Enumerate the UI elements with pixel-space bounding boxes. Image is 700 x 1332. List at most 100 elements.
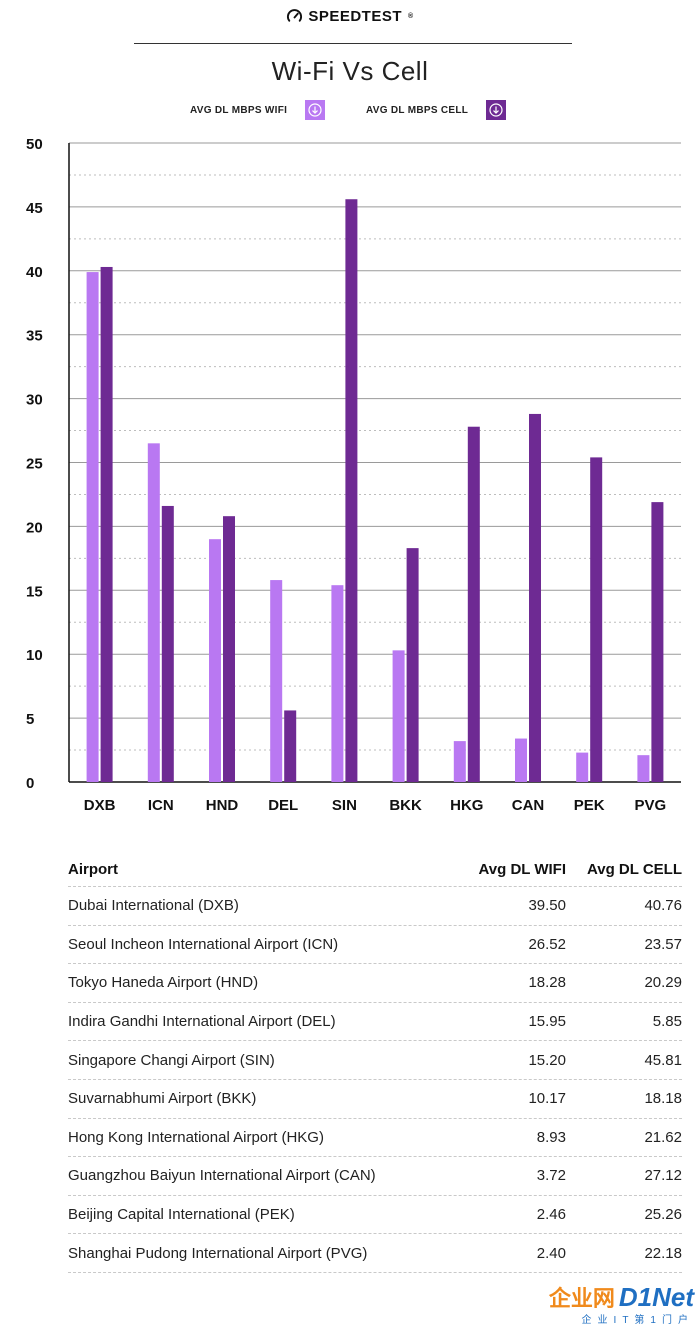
table-bottom-rule xyxy=(68,1271,682,1273)
bar-wifi xyxy=(637,755,650,782)
brand-name: SPEEDTEST xyxy=(308,8,402,25)
table-row: Suvarnabhumi Airport (BKK) 10.17 18.18 xyxy=(68,1078,682,1118)
x-tick-label: DXB xyxy=(84,797,116,814)
bar-wifi xyxy=(86,272,99,782)
table-row: Shanghai Pudong International Airport (P… xyxy=(68,1233,682,1272)
bar-cell xyxy=(161,505,174,782)
bar-wifi xyxy=(147,443,160,782)
airport-name: Suvarnabhumi Airport (BKK) xyxy=(68,1090,257,1108)
wifi-value: 26.52 xyxy=(528,935,566,953)
wifi-value: 2.46 xyxy=(536,1206,566,1224)
speedtest-logo: SPEEDTEST ® xyxy=(286,8,413,25)
table-row: Hong Kong International Airport (HKG) 8.9… xyxy=(68,1117,682,1157)
y-tick-label: 20 xyxy=(26,519,43,536)
bar-wifi xyxy=(331,585,344,782)
legend-label-wifi: AVG DL MBPS WIFI xyxy=(190,104,288,116)
cell-value: 18.18 xyxy=(644,1090,682,1108)
bar-cell xyxy=(467,426,480,782)
cell-value: 25.26 xyxy=(644,1206,682,1224)
x-tick-label: PVG xyxy=(635,797,667,814)
wifi-value: 8.93 xyxy=(536,1128,566,1146)
cell-value: 20.29 xyxy=(644,974,682,992)
watermark-d1net: D1Net xyxy=(618,1282,694,1312)
x-tick-label: BKK xyxy=(389,797,422,814)
wifi-value: 39.50 xyxy=(528,897,566,915)
watermark-subtitle: 企业IT第1门户 xyxy=(581,1315,694,1326)
wifi-value: 3.72 xyxy=(536,1167,566,1185)
table-row: Tokyo Haneda Airport (HND) 18.28 20.29 xyxy=(68,963,682,1002)
table-row: Singapore Changi Airport (SIN) 15.20 45.81 xyxy=(68,1040,682,1079)
y-tick-label: 30 xyxy=(26,392,43,409)
bar-cell xyxy=(100,266,113,782)
table-row: Guangzhou Baiyun International Airport (… xyxy=(68,1156,682,1195)
y-tick-label: 50 xyxy=(26,136,43,153)
chart-legend: AVG DL MBPS WIFI AVG DL MBPS CELL xyxy=(0,96,700,122)
cell-value: 21.62 xyxy=(644,1128,682,1146)
x-tick-label: HKG xyxy=(450,797,483,814)
header-airport: Airport xyxy=(68,860,118,878)
bar-cell xyxy=(345,199,358,782)
y-tick-label: 10 xyxy=(26,647,43,664)
bar-chart: 0 5 10 15 20 25 30 35 40 45 50 DXB ICN HND DEL SIN BKK HK… xyxy=(26,136,681,814)
wifi-value: 15.95 xyxy=(528,1013,566,1031)
wifi-value: 2.40 xyxy=(536,1244,566,1262)
chart-title: Wi-Fi Vs Cell xyxy=(271,56,429,86)
wifi-value: 10.17 xyxy=(528,1090,566,1108)
legend-item-wifi: AVG DL MBPS WIFI xyxy=(190,100,326,120)
airport-name: Shanghai Pudong International Airport (P… xyxy=(68,1244,368,1262)
header-divider xyxy=(134,43,572,44)
cell-value: 23.57 xyxy=(644,935,682,953)
table-row: Indira Gandhi International Airport (DEL… xyxy=(68,1001,682,1041)
legend-item-cell: AVG DL MBPS CELL xyxy=(366,100,507,120)
cell-value: 27.12 xyxy=(644,1167,682,1185)
y-tick-label: 35 xyxy=(26,328,43,345)
airport-name: Seoul Incheon International Airport (ICN… xyxy=(68,935,339,953)
bar-cell xyxy=(223,516,235,782)
header-wifi: Avg DL WIFI xyxy=(478,860,567,878)
header-cell: Avg DL CELL xyxy=(586,860,682,878)
table-header: Airport Avg DL WIFI Avg DL CELL xyxy=(68,852,682,886)
download-arrow-icon xyxy=(305,100,326,120)
brand-mark: ® xyxy=(408,13,414,20)
download-arrow-icon xyxy=(486,100,507,120)
airport-name: Tokyo Haneda Airport (HND) xyxy=(68,974,259,992)
table-row: Seoul Incheon International Airport (ICN… xyxy=(68,924,682,964)
x-tick-label: DEL xyxy=(268,797,298,814)
watermark-logo: 企业网 D1Net xyxy=(549,1281,694,1313)
y-tick-label: 0 xyxy=(26,775,34,792)
bar-wifi xyxy=(209,539,221,782)
x-tick-label: ICN xyxy=(148,797,174,814)
airport-name: Hong Kong International Airport (HKG) xyxy=(68,1128,324,1146)
watermark: 企业网 D1Net 企业IT第1门户 xyxy=(549,1281,694,1326)
cell-value: 40.76 xyxy=(644,897,682,915)
y-tick-label: 45 xyxy=(26,200,43,217)
bar-wifi xyxy=(270,580,283,782)
cell-value: 22.18 xyxy=(644,1244,682,1262)
bar-wifi xyxy=(515,738,527,782)
bar-wifi xyxy=(392,650,405,782)
airport-speed-table: Airport Avg DL WIFI Avg DL CELL Dubai In… xyxy=(68,852,682,1273)
watermark-cn: 企业网 xyxy=(548,1286,615,1311)
x-tick-label: CAN xyxy=(512,797,545,814)
cell-value: 5.85 xyxy=(652,1013,682,1031)
x-tick-label: PEK xyxy=(574,797,605,814)
y-tick-label: 25 xyxy=(26,456,43,473)
legend-label-cell: AVG DL MBPS CELL xyxy=(366,104,469,116)
bar-cell xyxy=(406,548,419,782)
table-row: Dubai International (DXB) 39.50 40.76 xyxy=(68,886,682,925)
airport-name: Beijing Capital International (PEK) xyxy=(68,1206,295,1224)
airport-name: Dubai International (DXB) xyxy=(68,897,239,915)
wifi-value: 15.20 xyxy=(528,1051,566,1069)
x-tick-label: HND xyxy=(206,797,239,814)
airport-name: Indira Gandhi International Airport (DEL… xyxy=(68,1013,336,1031)
bar-cell xyxy=(284,710,297,782)
airport-name: Guangzhou Baiyun International Airport (… xyxy=(68,1167,376,1185)
bar-cell xyxy=(651,502,664,782)
bar-cell xyxy=(590,457,603,782)
y-tick-label: 40 xyxy=(26,264,43,281)
bar-cell xyxy=(529,413,541,782)
airport-name: Singapore Changi Airport (SIN) xyxy=(68,1051,275,1069)
x-tick-label: SIN xyxy=(332,797,357,814)
cell-value: 45.81 xyxy=(644,1051,682,1069)
wifi-value: 18.28 xyxy=(528,974,566,992)
